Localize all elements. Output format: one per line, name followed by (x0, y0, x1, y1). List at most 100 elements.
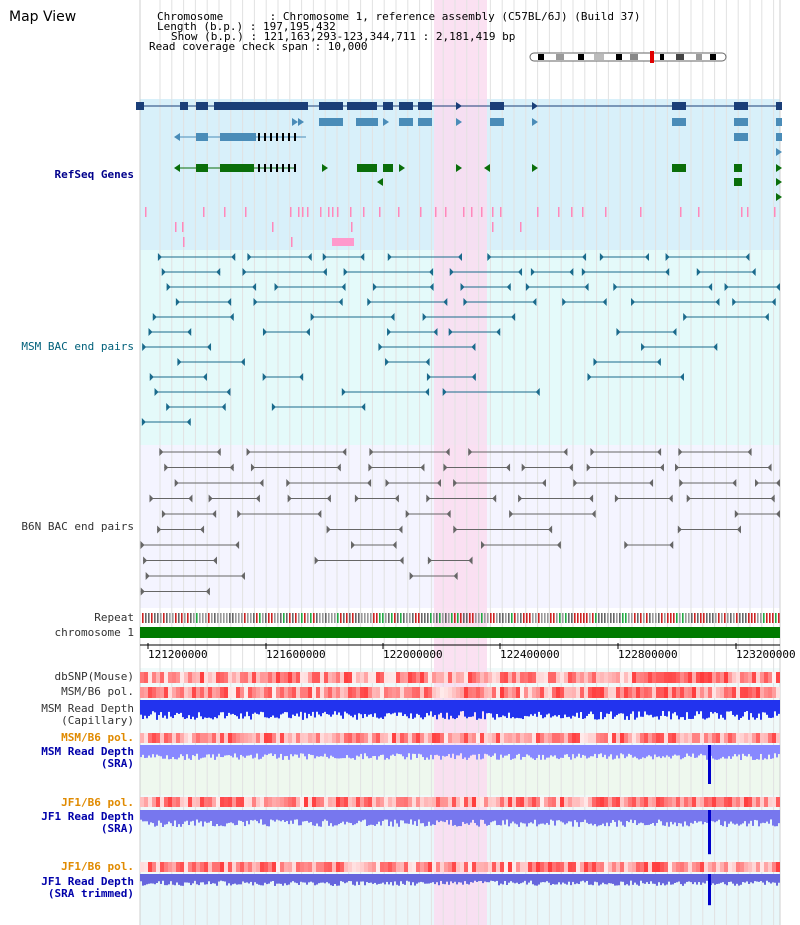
polymorphism-cell (616, 672, 620, 683)
read-depth-bar (266, 810, 268, 827)
repeat-element (490, 613, 492, 623)
polymorphism-cell (740, 672, 744, 683)
read-depth-bar (558, 874, 560, 883)
polymorphism-cell (144, 862, 148, 872)
polymorphism-cell (240, 672, 244, 683)
repeat-element (637, 613, 639, 623)
chromosome-ideogram[interactable] (529, 51, 727, 63)
bac-end-marker (425, 358, 430, 366)
read-depth-bar (446, 874, 448, 882)
repeat-track[interactable] (142, 613, 780, 623)
read-depth-bar (704, 745, 706, 756)
polymorphism-cell (632, 672, 636, 683)
polymorphism-cell (196, 672, 200, 683)
read-depth-bar (638, 745, 640, 760)
read-depth-bar (698, 700, 700, 715)
repeat-element (277, 613, 279, 623)
read-depth-bar (588, 700, 590, 714)
read-depth-bar (150, 810, 152, 823)
read-depth-bar (414, 745, 416, 754)
repeat-element (538, 613, 540, 623)
repeat-element (733, 613, 735, 623)
read-depth-bar (486, 874, 488, 883)
read-depth-bar (582, 700, 584, 719)
read-depth-bar (754, 810, 756, 820)
bac-end-marker (657, 448, 662, 456)
read-depth-bar (646, 874, 648, 883)
polymorphism-cell (320, 672, 324, 683)
polymorphism-cell (632, 797, 636, 807)
repeat-element (175, 613, 177, 623)
read-depth-bar (162, 810, 164, 827)
repeat-element (517, 613, 519, 623)
polymorphism-cell (376, 687, 380, 698)
read-depth-spike (708, 874, 711, 906)
read-depth-bar (708, 700, 710, 718)
read-depth-bar (478, 745, 480, 754)
read-depth-bar (206, 700, 208, 718)
read-depth-bar (546, 700, 548, 715)
gene-marker (203, 207, 205, 217)
read-depth-bar (340, 810, 342, 823)
bac-end-marker (631, 298, 636, 306)
gene-exon (270, 133, 272, 141)
read-depth-bar (256, 745, 258, 754)
polymorphism-cell (496, 672, 500, 683)
polymorphism-cell (192, 797, 196, 807)
polymorphism-cell (668, 862, 672, 872)
msm-bac-pairs-track[interactable] (141, 253, 780, 426)
read-depth-bar (684, 700, 686, 720)
polymorphism-cell (260, 672, 264, 683)
polymorphism-cell (564, 862, 568, 872)
refseq-genes-track[interactable] (136, 102, 782, 247)
polymorphism-cell (712, 733, 716, 743)
repeat-element (574, 613, 576, 623)
bac-end-marker (448, 328, 453, 336)
polymorphism-cell (388, 672, 392, 683)
read-depth-bar (748, 874, 750, 884)
repeat-element (664, 613, 666, 623)
read-depth-bar (152, 874, 154, 884)
read-depth-bar (610, 700, 612, 712)
bac-end-marker (616, 328, 621, 336)
bac-end-marker (213, 556, 218, 565)
read-depth-bar (450, 700, 452, 716)
read-depth-bar (586, 745, 588, 759)
polymorphism-cell (732, 687, 736, 698)
read-depth-bar (624, 700, 626, 720)
read-depth-bar (528, 810, 530, 824)
read-depth-bar (702, 874, 704, 883)
polymorphism-cell (768, 862, 772, 872)
gene-marker (328, 207, 330, 217)
read-depth-bar (406, 874, 408, 881)
read-depth-bar (362, 810, 364, 821)
b6n-bac-pairs-track[interactable] (140, 448, 780, 596)
polymorphism-cell (268, 862, 272, 872)
bac-end-marker (679, 373, 684, 381)
read-depth-bar (456, 874, 458, 885)
read-depth-tracks[interactable] (140, 700, 780, 906)
chromosome-track-label: chromosome 1 (54, 626, 134, 639)
bac-end-marker (770, 494, 775, 503)
bac-end-marker (420, 463, 425, 472)
polymorphism-cell (376, 672, 380, 683)
read-depth-bar (776, 810, 778, 827)
bac-end-marker (351, 541, 356, 549)
gene-strand-arrow (377, 178, 383, 186)
polymorphism-cell (360, 862, 364, 872)
polymorphism-heat-tracks[interactable] (140, 672, 780, 872)
read-depth-bar (682, 700, 684, 718)
read-depth-bar (732, 810, 734, 824)
polymorphism-cell (492, 733, 496, 743)
read-depth-bar (242, 745, 244, 757)
polymorphism-cell (228, 862, 232, 872)
polymorphism-cell (348, 862, 352, 872)
bac-end-marker (326, 494, 331, 503)
bac-end-marker (614, 494, 619, 503)
read-depth-bar (522, 874, 524, 883)
polymorphism-cell (604, 672, 608, 683)
polymorphism-cell (144, 733, 148, 743)
read-depth-bar (610, 745, 612, 755)
bac-end-marker (442, 388, 447, 396)
